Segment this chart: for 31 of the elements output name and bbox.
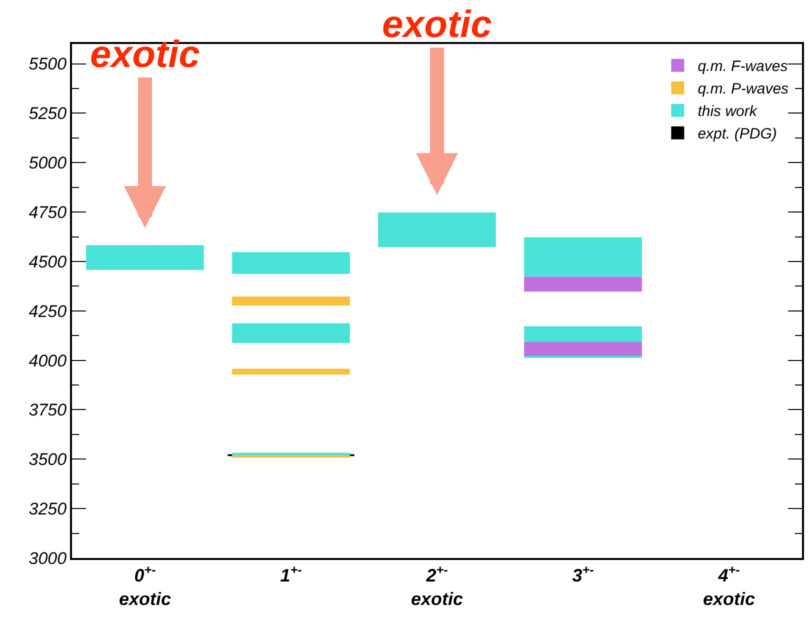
bar: [86, 245, 204, 270]
x-tick-label: 1$^{+-}$: [280, 563, 302, 586]
bar: [232, 323, 350, 344]
y-tick-label: 4750: [28, 202, 68, 222]
x-tick-label: 4$^{+-}$ exotic: [702, 563, 756, 609]
legend-label: q.m. P-waves: [698, 80, 790, 98]
y-tick-label: 3000: [28, 548, 68, 568]
bar: [378, 212, 496, 248]
x-tick-label: 0$^{+-}$ exotic: [118, 563, 172, 609]
y-tick-label: 3250: [28, 500, 68, 519]
x-tick-label: 3$^{+-}$: [572, 563, 594, 586]
bar: [232, 368, 350, 375]
bar: [524, 237, 642, 277]
y-tick-label: 3500: [28, 450, 68, 470]
legend-label: this work: [698, 103, 758, 120]
y-tick-label: 3750: [28, 400, 68, 420]
legend-label: expt. (PDG): [698, 126, 777, 143]
bar: [232, 252, 350, 274]
y-tick-label: 5500: [28, 54, 68, 74]
bar: [232, 296, 350, 306]
y-tick-label: 4500: [28, 252, 68, 272]
bar: [524, 276, 642, 292]
annotation: exotic: [90, 34, 200, 76]
annotation: exotic: [382, 4, 492, 46]
legend-label: q.m. F-waves: [698, 58, 788, 76]
y-tick-label: 5250: [28, 104, 68, 124]
y-tick-label: 4000: [28, 351, 68, 370]
y-tick-label: 5000: [28, 154, 68, 173]
bar: [524, 342, 642, 356]
x-tick-label: 2$^{+-}$ exotic: [410, 563, 464, 609]
y-tick-label: 4250: [28, 302, 68, 321]
